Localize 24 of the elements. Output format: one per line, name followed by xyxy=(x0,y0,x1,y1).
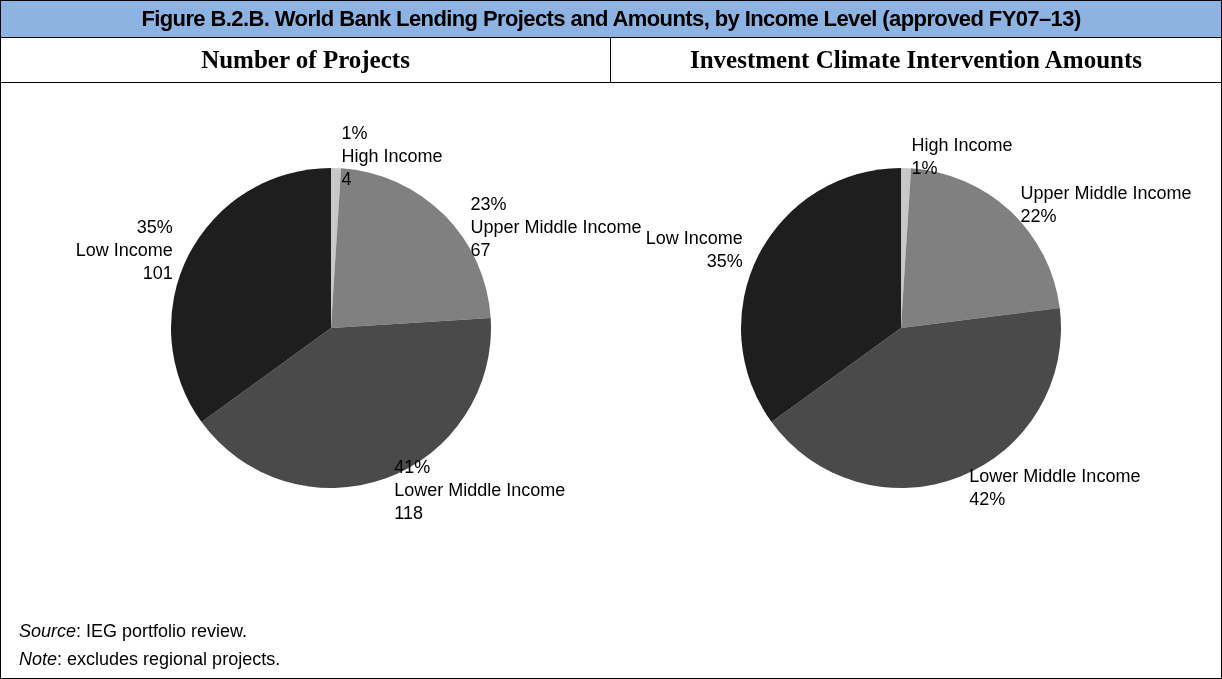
text: Note: excludes regional projects. xyxy=(19,648,281,671)
chart-subtitle: Number of Projects xyxy=(1,38,611,82)
chart-title: Figure B.2.B. World Bank Lending Projects and Amounts, by Income Level (approved FY07–13) xyxy=(1,1,1221,38)
chart-subtitle: Investment Climate Intervention Amounts xyxy=(688,45,1144,75)
data-label: 42% xyxy=(969,489,1006,510)
slice-label: High Income xyxy=(341,146,443,167)
data-label: 1% xyxy=(341,123,368,144)
data-label: 23% xyxy=(470,194,507,215)
slice-label: Low Income xyxy=(75,239,173,260)
slice-label: Low Income xyxy=(645,228,743,249)
slice-label: Upper Middle Income xyxy=(1020,182,1192,203)
data-label: 22% xyxy=(1020,205,1057,226)
text: 101 xyxy=(142,262,173,283)
source-note: Source: IEG portfolio review. xyxy=(19,620,249,643)
slice-label: Lower Middle Income xyxy=(969,466,1141,487)
text: 4 xyxy=(341,169,352,190)
data-label: 1% xyxy=(911,157,938,178)
data-label: 35% xyxy=(706,251,743,272)
text: 67 xyxy=(470,240,491,261)
slice-label: Lower Middle Income xyxy=(394,479,566,500)
data-label: 35% xyxy=(136,216,173,237)
text: 118 xyxy=(394,502,423,523)
slice-label: Upper Middle Income xyxy=(470,217,642,238)
slice-label: High Income xyxy=(911,134,1013,155)
